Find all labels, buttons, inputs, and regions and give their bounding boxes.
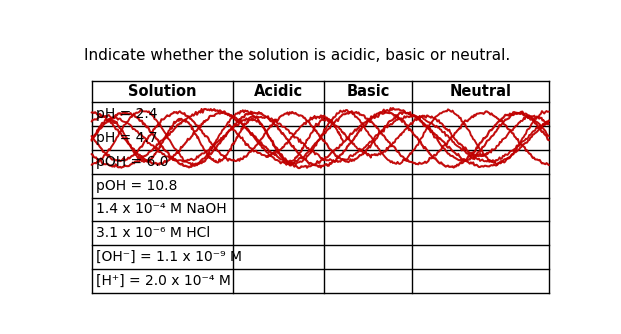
Text: Indicate whether the solution is acidic, basic or neutral.: Indicate whether the solution is acidic,… bbox=[84, 48, 510, 63]
Text: [OH⁻] = 1.1 x 10⁻⁹ M: [OH⁻] = 1.1 x 10⁻⁹ M bbox=[96, 250, 242, 264]
Text: [H⁺] = 2.0 x 10⁻⁴ M: [H⁺] = 2.0 x 10⁻⁴ M bbox=[96, 274, 231, 288]
Text: pOH = 6.0: pOH = 6.0 bbox=[96, 155, 169, 169]
Text: Neutral: Neutral bbox=[450, 84, 512, 99]
Text: Solution: Solution bbox=[128, 84, 196, 99]
Text: pOH = 10.8: pOH = 10.8 bbox=[96, 179, 178, 193]
Text: Basic: Basic bbox=[347, 84, 390, 99]
Text: pH = 4.7: pH = 4.7 bbox=[96, 131, 158, 145]
Text: Acidic: Acidic bbox=[254, 84, 303, 99]
Text: pH = 2.4: pH = 2.4 bbox=[96, 107, 158, 121]
Text: 1.4 x 10⁻⁴ M NaOH: 1.4 x 10⁻⁴ M NaOH bbox=[96, 202, 227, 216]
Text: 3.1 x 10⁻⁶ M HCl: 3.1 x 10⁻⁶ M HCl bbox=[96, 226, 211, 240]
